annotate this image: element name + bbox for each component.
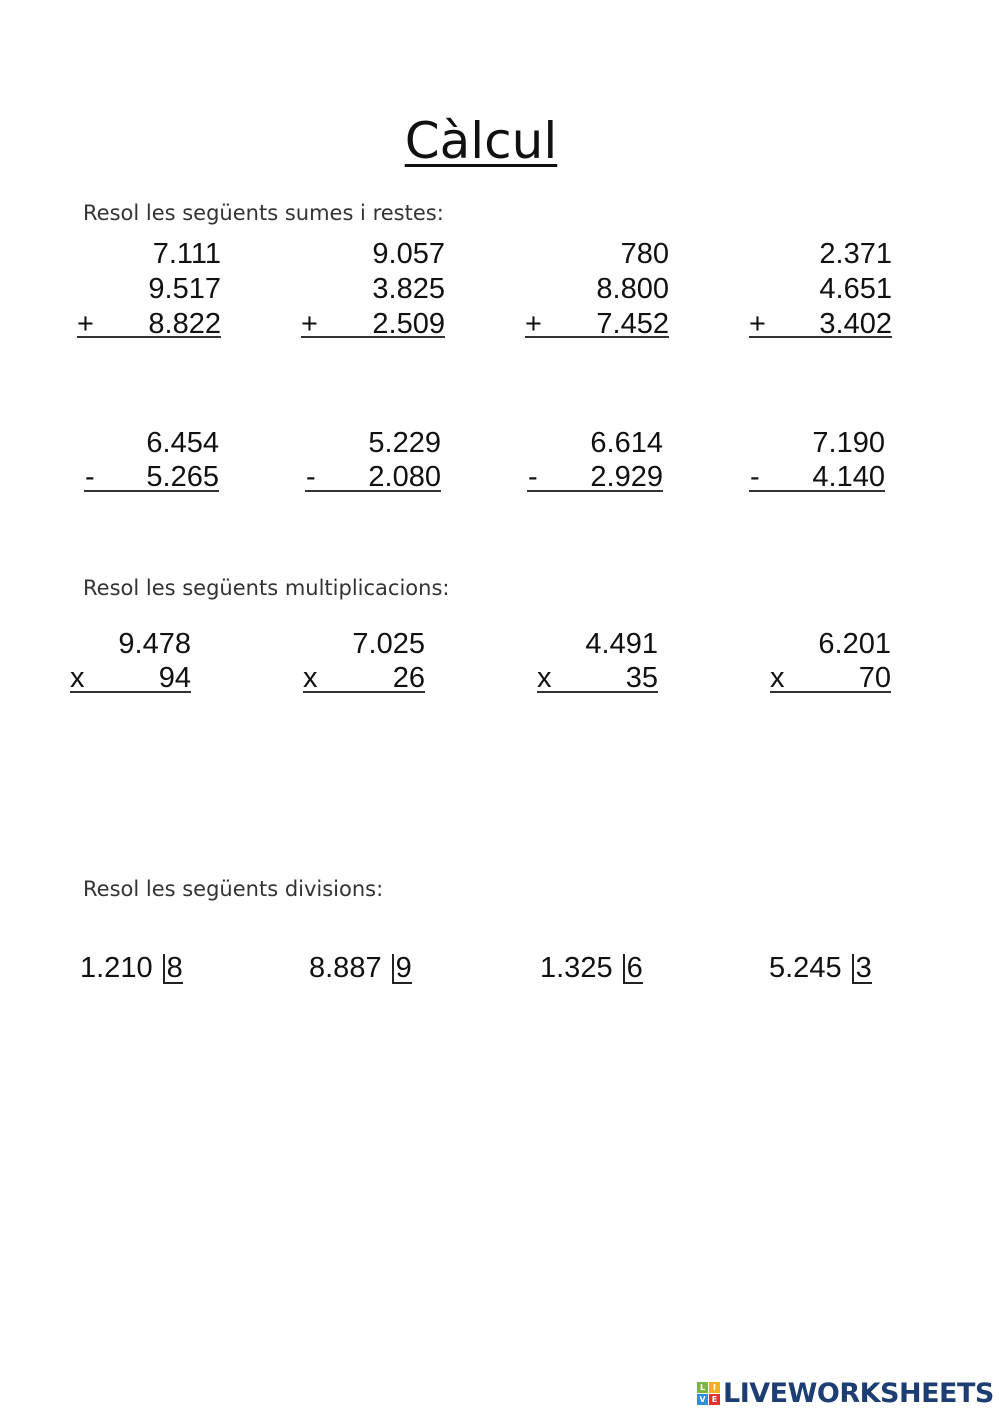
instruction-multiplications: Resol les següents multiplicacions: xyxy=(83,576,450,600)
addend: 9.057 xyxy=(372,238,445,270)
addend: 3.825 xyxy=(372,273,445,305)
answer-line xyxy=(749,490,885,492)
division-problem: 1.210 8 xyxy=(80,951,183,985)
subtraction-term: 2.929 xyxy=(590,461,663,493)
subtraction-term: 2.080 xyxy=(368,461,441,493)
divisor: 3 xyxy=(851,954,872,984)
minus-sign: - xyxy=(528,461,538,493)
dividend: 5.245 xyxy=(769,952,842,984)
subtraction-term: 6.614 xyxy=(590,427,663,459)
dividend: 1.325 xyxy=(540,952,613,984)
times-sign: x xyxy=(537,662,552,694)
plus-sign: + xyxy=(77,308,94,340)
divisor: 9 xyxy=(391,954,412,984)
factor: 6.201 xyxy=(818,628,891,660)
factor: 4.491 xyxy=(585,628,658,660)
times-sign: x xyxy=(303,662,318,694)
addend: 3.402 xyxy=(819,308,892,340)
minus-sign: - xyxy=(750,461,760,493)
division-problem: 1.325 6 xyxy=(540,951,643,985)
answer-line xyxy=(77,336,221,338)
logo-letter: I xyxy=(709,1382,720,1393)
subtraction-term: 6.454 xyxy=(146,427,219,459)
logo-letter: E xyxy=(709,1394,720,1405)
divisor: 8 xyxy=(162,954,183,984)
factor: 70 xyxy=(858,662,891,694)
subtraction-term: 7.190 xyxy=(812,427,885,459)
answer-line xyxy=(84,490,219,492)
instruction-divisions: Resol les següents divisions: xyxy=(83,877,384,901)
addend: 2.509 xyxy=(372,308,445,340)
plus-sign: + xyxy=(301,308,318,340)
answer-line xyxy=(749,336,892,338)
addend: 4.651 xyxy=(819,273,892,305)
division-problem: 5.245 3 xyxy=(769,951,872,985)
addend: 7.452 xyxy=(596,308,669,340)
minus-sign: - xyxy=(306,461,316,493)
answer-line xyxy=(70,691,191,693)
answer-line xyxy=(305,490,441,492)
addend: 8.822 xyxy=(148,308,221,340)
factor: 7.025 xyxy=(352,628,425,660)
instruction-additions: Resol les següents sumes i restes: xyxy=(83,201,444,225)
logo-letter: L xyxy=(697,1382,708,1393)
answer-line xyxy=(303,691,425,693)
factor: 26 xyxy=(392,662,425,694)
addend: 9.517 xyxy=(148,273,221,305)
subtraction-term: 4.140 xyxy=(812,461,885,493)
times-sign: x xyxy=(70,662,85,694)
subtraction-term: 5.265 xyxy=(146,461,219,493)
dividend: 1.210 xyxy=(80,952,153,984)
factor: 35 xyxy=(625,662,658,694)
addend: 7.111 xyxy=(152,238,221,270)
plus-sign: + xyxy=(749,308,766,340)
page-title: Càlcul xyxy=(404,112,558,170)
answer-line xyxy=(301,336,445,338)
addend: 8.800 xyxy=(596,273,669,305)
answer-line xyxy=(770,691,891,693)
subtraction-term: 5.229 xyxy=(368,427,441,459)
divisor: 6 xyxy=(622,954,643,984)
addend: 780 xyxy=(620,238,669,270)
answer-line xyxy=(537,691,658,693)
factor: 94 xyxy=(158,662,191,694)
live-logo-icon: L I V E xyxy=(697,1382,720,1405)
answer-line xyxy=(525,336,669,338)
liveworksheets-logo: L I V E LIVEWORKSHEETS xyxy=(697,1378,994,1409)
plus-sign: + xyxy=(525,308,542,340)
logo-text: LIVEWORKSHEETS xyxy=(723,1378,994,1409)
times-sign: x xyxy=(770,662,785,694)
division-problem: 8.887 9 xyxy=(309,951,412,985)
answer-line xyxy=(527,490,663,492)
factor: 9.478 xyxy=(118,628,191,660)
minus-sign: - xyxy=(85,461,95,493)
addend: 2.371 xyxy=(819,238,892,270)
dividend: 8.887 xyxy=(309,952,382,984)
logo-letter: V xyxy=(697,1394,708,1405)
